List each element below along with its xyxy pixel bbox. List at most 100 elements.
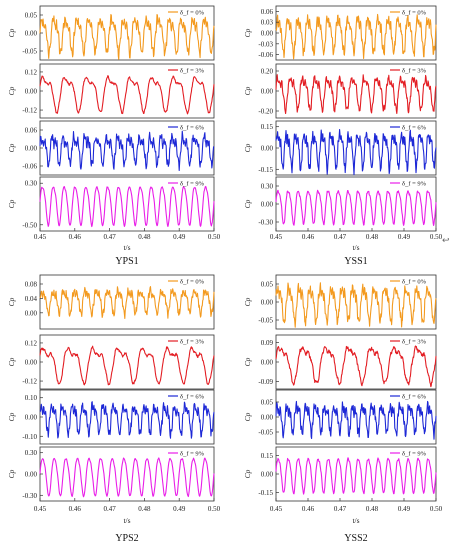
series-line	[39, 286, 215, 320]
legend-label: δ_f = 6%	[402, 125, 427, 132]
y-tick-label: 0.00	[261, 299, 274, 307]
panel-2: 0.12 0.00 -0.12 Cp δ_f = 3%	[7, 63, 215, 119]
panel-1: 0.05 0.00 -0.05 Cp δ_f = 0%	[7, 5, 215, 61]
x-tick-label: 0.50	[208, 505, 221, 513]
chart-title: YSS1	[344, 256, 367, 267]
x-tick-label: 0.50	[430, 505, 443, 513]
y-tick-label: 0.05	[261, 399, 274, 407]
x-tick-label: 0.48	[138, 505, 151, 513]
y-tick-label: 0.09	[261, 339, 274, 347]
y-axis-label: Cp	[243, 143, 252, 152]
y-axis-label: Cp	[243, 28, 252, 37]
x-tick-label: 0.45	[34, 233, 47, 241]
y-axis-label: Cp	[7, 199, 16, 208]
y-tick-label: -0.05	[258, 317, 273, 325]
x-tick-label: 0.49	[173, 505, 186, 513]
series-line	[39, 185, 215, 228]
series-line	[275, 345, 437, 388]
y-tick-label: -0.05	[258, 429, 273, 437]
x-axis-label: t/s	[123, 516, 130, 525]
series-line	[275, 400, 437, 440]
x-axis-label: t/s	[352, 243, 359, 252]
y-tick-label: 0.00	[25, 145, 38, 153]
panel-4: 0.30 0.00 -0.30 Cp δ_f = 9%	[7, 446, 215, 502]
y-tick-label: 0.00	[261, 88, 274, 96]
x-axis-label: t/s	[123, 243, 130, 252]
y-tick-label: -0.12	[22, 107, 37, 115]
y-axis-label: Cp	[243, 357, 252, 366]
y-tick-label: 0.00	[25, 309, 38, 317]
y-tick-label: 0.00	[25, 414, 38, 422]
y-tick-label: 0.10	[25, 394, 38, 402]
legend-label: δ_f = 9%	[180, 181, 205, 188]
y-tick-label: -0.09	[258, 378, 273, 386]
series-line	[39, 457, 215, 498]
series-line	[275, 74, 437, 115]
y-tick-label: 0.00	[261, 414, 274, 422]
x-tick-label: 0.48	[366, 233, 379, 241]
x-tick-label: 0.50	[430, 233, 443, 241]
y-tick-label: -0.05	[22, 48, 37, 56]
series-line	[275, 128, 437, 176]
y-tick-label: 0.15	[261, 123, 274, 131]
legend-label: δ_f = 6%	[180, 394, 205, 401]
y-tick-label: 0.15	[261, 452, 274, 460]
return-glyph: ↩	[442, 235, 450, 245]
y-tick-label: 0.05	[261, 281, 274, 289]
x-tick-label: 0.46	[302, 505, 315, 513]
series-line	[275, 13, 437, 60]
x-tick-label: 0.50	[208, 233, 221, 241]
panel-4: 0.30 0.00 -0.30 Cp δ_f = 9%	[243, 176, 437, 232]
x-tick-label: 0.47	[334, 505, 347, 513]
y-tick-label: 0.30	[261, 183, 274, 191]
x-tick-label: 0.47	[103, 233, 116, 241]
series-line	[275, 457, 437, 495]
y-tick-label: 0.04	[25, 295, 38, 303]
legend-label: δ_f = 0%	[402, 279, 427, 286]
y-tick-label: 0.00	[261, 30, 274, 38]
y-axis-label: Cp	[7, 357, 16, 366]
panel-1: 0.06 0.03 0.00 -0.03 -0.06 Cp δ_f = 0%	[243, 5, 437, 61]
y-tick-label: 0.03	[261, 19, 274, 27]
x-tick-label: 0.47	[103, 505, 116, 513]
y-tick-label: -0.06	[258, 51, 273, 59]
y-axis-label: Cp	[243, 412, 252, 421]
x-tick-label: 0.45	[270, 505, 283, 513]
panel-3: 0.15 0.00 -0.15 Cp δ_f = 6%	[243, 120, 437, 176]
y-tick-label: 0.00	[25, 471, 38, 479]
legend-label: δ_f = 0%	[402, 10, 427, 17]
panel-4: 0.30 -0.50 Cp δ_f = 9%	[7, 176, 215, 232]
x-tick-label: 0.48	[138, 233, 151, 241]
panel-4: 0.15 0.00 -0.15 Cp δ_f = 9%	[243, 446, 437, 502]
legend-label: δ_f = 9%	[180, 451, 205, 458]
x-tick-label: 0.45	[270, 233, 283, 241]
chart-yss2: 0.05 0.00 -0.05 Cp δ_f = 0% 0.09 0.00 -0.09 Cp δ_…	[243, 274, 443, 544]
series-line	[275, 189, 437, 226]
y-tick-label: -0.30	[22, 492, 37, 500]
y-tick-label: -0.50	[22, 221, 37, 229]
x-tick-label: 0.47	[334, 233, 347, 241]
y-tick-label: 0.05	[25, 12, 38, 20]
y-axis-label: Cp	[243, 86, 252, 95]
x-tick-label: 0.49	[398, 505, 411, 513]
series-line	[39, 401, 215, 439]
legend-label: δ_f = 9%	[402, 451, 427, 458]
y-axis-label: Cp	[7, 297, 16, 306]
x-tick-label: 0.45	[34, 505, 47, 513]
series-line	[39, 13, 215, 60]
panel-3: 0.06 0.00 -0.06 Cp δ_f = 6%	[7, 120, 215, 176]
series-line	[39, 130, 215, 172]
y-tick-label: 0.12	[25, 339, 38, 347]
y-axis-label: Cp	[7, 412, 16, 421]
legend-label: δ_f = 3%	[402, 339, 427, 346]
y-axis-label: Cp	[7, 143, 16, 152]
y-tick-label: -0.12	[22, 378, 37, 386]
chart-title: YSS2	[344, 533, 367, 544]
y-tick-label: 0.00	[25, 30, 38, 38]
y-tick-label: 0.00	[261, 145, 274, 153]
y-axis-label: Cp	[243, 469, 252, 478]
y-tick-label: -0.30	[258, 219, 273, 227]
y-tick-label: 0.30	[25, 449, 38, 457]
series-line	[39, 345, 215, 386]
